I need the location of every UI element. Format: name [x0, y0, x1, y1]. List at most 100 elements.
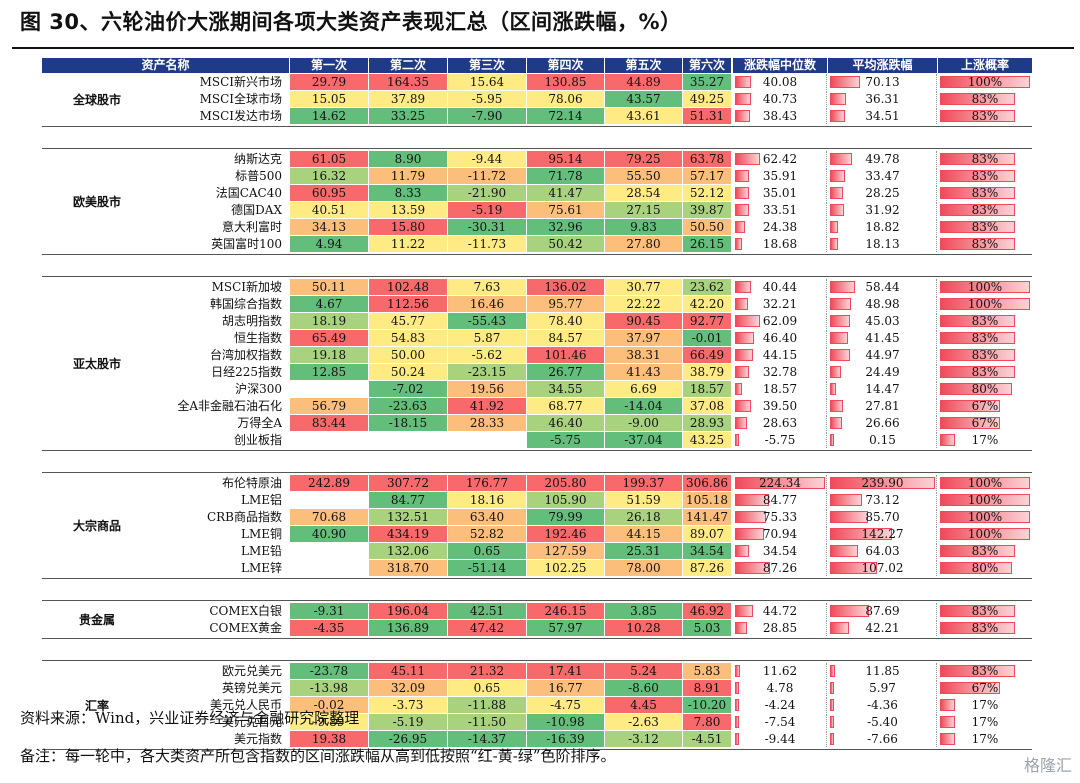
round-value-cell: 132.06	[369, 543, 447, 559]
round-value-cell: 40.90	[290, 526, 368, 542]
dotted-divider	[826, 364, 828, 380]
probability-value: 100%	[967, 493, 1003, 507]
dotted-divider	[936, 731, 938, 747]
dotted-divider	[936, 714, 938, 730]
round-value-cell: -11.73	[448, 236, 526, 252]
mean-value: 26.66	[865, 416, 900, 430]
group-label: 大宗商品	[72, 519, 121, 533]
probability-value: 80%	[971, 561, 999, 575]
mean-bar	[830, 545, 859, 557]
round-value-cell: 75.61	[527, 202, 604, 218]
watermark-logo: 格隆汇	[1023, 756, 1072, 775]
round-value-cell	[290, 381, 368, 397]
round-value-cell: 7.80	[683, 714, 731, 730]
round-value-cell: 84.57	[527, 330, 604, 346]
round-value-cell: 92.77	[683, 313, 731, 329]
round-value-cell: 4.94	[290, 236, 368, 252]
asset-name: 意大利富时	[221, 220, 282, 234]
asset-name: 全A非金融石油石化	[177, 399, 282, 413]
column-header: 平均涨跌幅	[828, 58, 937, 73]
round-value-cell: 68.77	[527, 398, 604, 414]
mean-bar	[830, 221, 839, 233]
probability-bar	[940, 93, 1015, 105]
round-value-cell: -23.15	[448, 364, 526, 380]
dotted-divider	[936, 663, 938, 679]
round-value-cell: 60.95	[290, 185, 368, 201]
round-value-cell: 37.08	[683, 398, 731, 414]
mean-bar	[830, 665, 836, 677]
median-value: 40.44	[762, 280, 798, 294]
dotted-divider	[936, 168, 938, 184]
probability-bar	[940, 400, 1001, 412]
probability-value: 100%	[967, 280, 1003, 294]
round-value-cell: 3.85	[605, 603, 682, 619]
mean-bar	[830, 682, 834, 694]
median-value: 38.43	[762, 109, 798, 123]
dotted-divider	[826, 330, 828, 346]
asset-name: 创业板指	[233, 433, 282, 447]
mean-value: 31.92	[865, 203, 900, 217]
median-bar	[735, 349, 753, 361]
asset-name: 布伦特原油	[221, 476, 282, 490]
dotted-divider	[936, 364, 938, 380]
round-value-cell: 44.89	[605, 74, 682, 90]
asset-name: MSCI新兴市场	[199, 75, 282, 89]
mean-value: 48.98	[865, 297, 900, 311]
round-value-cell: 32.09	[369, 680, 447, 696]
asset-name: 日经225指数	[211, 365, 282, 379]
round-value-cell: 41.43	[605, 364, 682, 380]
round-value-cell: 90.45	[605, 313, 682, 329]
round-value-cell: 26.18	[605, 509, 682, 525]
round-value-cell	[290, 432, 368, 448]
round-value-cell: -4.51	[683, 731, 731, 747]
column-header: 第四次	[527, 58, 604, 73]
dotted-divider	[826, 347, 828, 363]
probability-value: 83%	[971, 186, 999, 200]
round-value-cell: 41.92	[448, 398, 526, 414]
dotted-divider	[826, 432, 828, 448]
mean-bar	[830, 332, 848, 344]
median-bar	[735, 76, 752, 88]
round-value-cell: 70.68	[290, 509, 368, 525]
dotted-divider	[826, 381, 828, 397]
round-value-cell: 83.44	[290, 415, 368, 431]
asset-name: COMEX白银	[209, 604, 282, 618]
round-value-cell: 101.46	[527, 347, 604, 363]
round-value-cell: -3.12	[605, 731, 682, 747]
median-value: -7.54	[764, 715, 796, 729]
round-value-cell: 46.92	[683, 603, 731, 619]
dotted-divider	[826, 236, 828, 252]
group-bottom-rule	[42, 638, 1032, 639]
round-value-cell: 38.31	[605, 347, 682, 363]
column-header: 上涨概率	[938, 58, 1032, 73]
group-label: 全球股市	[72, 92, 121, 107]
mean-bar	[830, 622, 849, 634]
asset-name: 纳斯达克	[233, 152, 282, 166]
median-bar	[735, 204, 749, 216]
asset-name: 英镑兑美元	[221, 681, 282, 695]
asset-name: COMEX黄金	[209, 621, 282, 635]
probability-value: 83%	[971, 365, 999, 379]
dotted-divider	[936, 680, 938, 696]
dotted-divider	[936, 347, 938, 363]
round-value-cell: 196.04	[369, 603, 447, 619]
round-value-cell: 4.45	[605, 697, 682, 713]
round-value-cell: -14.04	[605, 398, 682, 414]
probability-bar	[940, 153, 1015, 165]
round-value-cell: 6.69	[605, 381, 682, 397]
probability-value: 100%	[967, 527, 1003, 541]
round-value-cell: 54.83	[369, 330, 447, 346]
group-bottom-rule	[42, 126, 1032, 127]
round-value-cell: 10.28	[605, 620, 682, 636]
median-value: 35.01	[762, 186, 798, 200]
median-bar	[735, 477, 825, 489]
probability-value: 17%	[971, 698, 999, 712]
mean-bar	[830, 699, 834, 711]
probability-bar	[940, 605, 1015, 617]
dotted-divider	[826, 398, 828, 414]
asset-name: 标普500	[235, 169, 282, 183]
round-value-cell: 43.57	[605, 91, 682, 107]
dotted-divider	[826, 492, 828, 508]
round-value-cell: 84.77	[369, 492, 447, 508]
round-value-cell: 16.32	[290, 168, 368, 184]
